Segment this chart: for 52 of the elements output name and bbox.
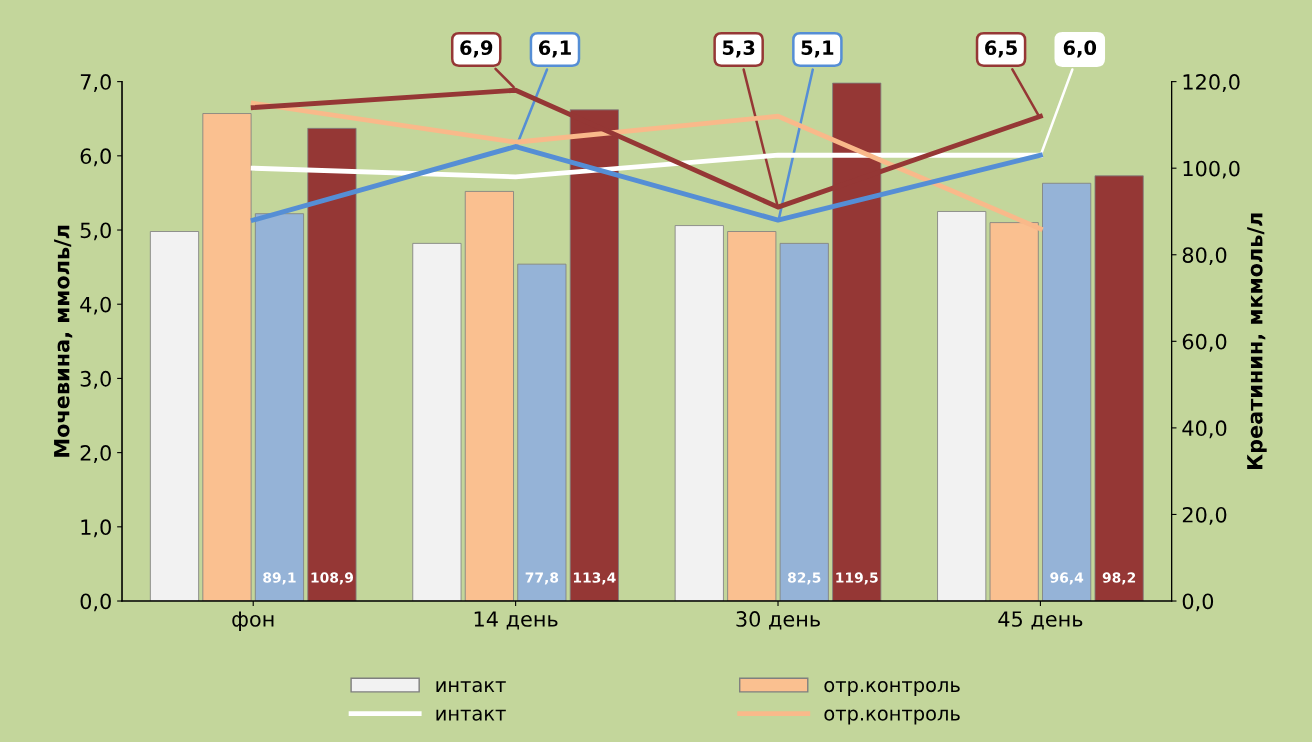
legend-label: отр.контроль	[824, 709, 960, 725]
annotation: 77,8	[525, 572, 559, 585]
x-tick-label: 30 день	[736, 611, 820, 630]
annotation: 96,4	[1050, 572, 1084, 585]
annotation: 108,9	[311, 572, 354, 585]
annotation: 6,5	[985, 40, 1017, 58]
bar	[307, 127, 357, 602]
bar	[464, 191, 514, 602]
x-tick-label: 14 день	[474, 611, 558, 630]
bar	[1094, 175, 1144, 602]
y2-tick-label: 100,0	[1183, 160, 1240, 179]
x-tick-label: фон	[232, 611, 274, 631]
bar	[674, 225, 724, 602]
bar	[412, 242, 462, 602]
y2-tick-label: 80,0	[1182, 247, 1227, 266]
bar	[149, 231, 200, 602]
y2-tick-label: 40,0	[1182, 420, 1227, 439]
y-tick-label: 7,0	[80, 74, 111, 92]
legend-label: отр.контроль	[824, 681, 960, 696]
annotation: 113,4	[573, 572, 616, 585]
annotation: 89,1	[263, 572, 296, 585]
y-tick-label: 2,0	[80, 445, 111, 463]
y-tick-label: 6,0	[80, 148, 111, 167]
annotation: 6,9	[460, 40, 493, 58]
y-axis-title: Мочевина, ммоль/л	[54, 225, 73, 457]
annotation: 119,5	[836, 572, 878, 585]
x-tick-label: 45 день	[998, 611, 1083, 630]
y-tick-label: 0,0	[80, 593, 111, 612]
y-tick-label: 5,0	[80, 222, 111, 241]
legend-label: интакт	[436, 709, 506, 721]
y-tick-label: 4,0	[80, 296, 111, 315]
y2-tick-label: 120,0	[1183, 74, 1240, 92]
y2-tick-label: 60,0	[1182, 333, 1227, 352]
bar	[202, 113, 252, 602]
bar	[727, 231, 777, 602]
annotation: 6,0	[1063, 40, 1097, 58]
y-tick-label: 3,0	[80, 370, 111, 389]
bar	[254, 213, 305, 602]
legend-label: интакт	[436, 681, 506, 693]
annotation: 98,2	[1102, 572, 1136, 585]
bar	[937, 211, 987, 602]
annotation: 6,1	[538, 40, 571, 58]
y-tick-label: 1,0	[81, 519, 111, 538]
y2-tick-label: 20,0	[1182, 506, 1227, 525]
annotation: 5,1	[801, 40, 834, 58]
bar	[517, 263, 567, 602]
bar	[779, 242, 829, 602]
y2-tick-label: 0,0	[1182, 593, 1214, 612]
bar	[1042, 182, 1092, 602]
annotation: 82,5	[787, 572, 821, 585]
y2-axis-title: Креатинин, мкмоль/л	[1247, 213, 1267, 469]
annotation: 5,3	[722, 40, 755, 58]
